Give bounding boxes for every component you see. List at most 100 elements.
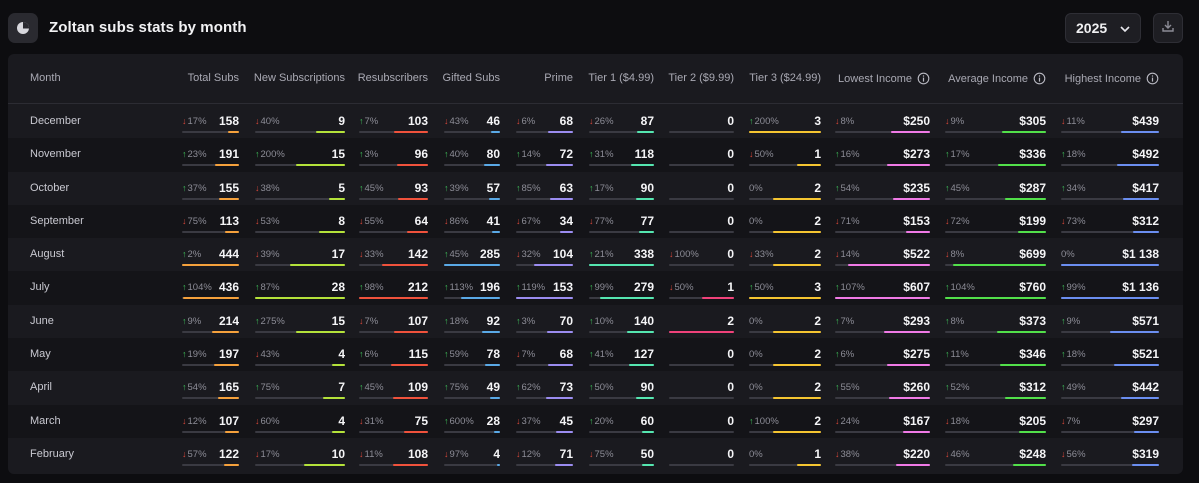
arrow-up-icon: ↑ <box>835 182 840 193</box>
cell-resubs: ↑45% 93 <box>359 172 428 205</box>
progress-bar <box>945 364 1046 367</box>
change-percent-value: 40% <box>260 116 280 127</box>
arrow-up-icon: ↑ <box>1061 282 1066 293</box>
cell-value: $250 <box>903 114 930 128</box>
cell-tier3: ↑50% 3 <box>749 271 821 304</box>
change-percent: ↑39% <box>444 183 469 194</box>
change-percent: ↓100% <box>669 249 699 260</box>
column-header-prime[interactable]: Prime <box>544 72 573 84</box>
change-percent-value: 16% <box>840 149 860 161</box>
cell-average: ↓18% $205 <box>945 405 1046 438</box>
cell-value: 108 <box>407 446 428 461</box>
change-percent-value: 7% <box>840 315 855 327</box>
column-header-tier3[interactable]: Tier 3 ($24.99) <box>749 72 821 84</box>
year-select[interactable]: 2025 <box>1065 13 1141 43</box>
progress-bar-fill <box>669 330 734 333</box>
cell-resubs: ↓33% 142 <box>359 238 428 271</box>
progress-bar-fill <box>211 330 239 333</box>
change-percent: ↓33% <box>359 249 384 260</box>
arrow-up-icon: ↑ <box>182 315 187 326</box>
cell-value: 49 <box>486 380 500 395</box>
change-percent: ↓26% <box>589 116 614 127</box>
cell-new: ↑275% 15 <box>255 305 345 338</box>
cell-tier2: 0 <box>669 405 734 438</box>
column-header-total[interactable]: Total Subs <box>188 72 239 84</box>
stats-table: Month Total Subs New Subscriptions Resubscr… <box>8 54 1183 474</box>
info-icon[interactable] <box>917 72 930 85</box>
cell-value: $293 <box>903 313 930 328</box>
cell-lowest: ↑55% $260 <box>835 371 930 404</box>
cell-value: 3 <box>814 114 821 128</box>
cell-new: ↑75% 7 <box>255 371 345 404</box>
progress-bar <box>669 164 734 167</box>
progress-bar <box>1061 330 1159 333</box>
change-percent-value: 20% <box>594 415 614 427</box>
download-button[interactable] <box>1153 13 1183 43</box>
column-header-month[interactable]: Month <box>30 72 61 84</box>
cell-gifted: ↑45% 285 <box>444 238 500 271</box>
cell-value: 77 <box>640 213 654 228</box>
change-percent-value: 7% <box>364 116 379 127</box>
change-percent-value: 119% <box>521 282 546 294</box>
progress-bar <box>749 463 821 466</box>
progress-bar <box>444 463 500 466</box>
progress-bar-fill <box>892 197 930 200</box>
progress-bar <box>945 430 1046 433</box>
cell-resubs: ↑7% 103 <box>359 105 428 138</box>
cell-value: 2 <box>814 313 821 328</box>
progress-bar-fill <box>945 297 1046 300</box>
progress-bar <box>444 430 500 433</box>
column-header-resubs[interactable]: Resubscribers <box>358 72 428 84</box>
cell-gifted: ↓43% 46 <box>444 105 500 138</box>
progress-bar-fill <box>1131 463 1159 466</box>
progress-bar-fill <box>549 197 573 200</box>
change-percent: ↓50% <box>749 149 774 160</box>
cell-new: ↓39% 17 <box>255 238 345 271</box>
change-percent: ↑31% <box>589 149 614 160</box>
cell-value: 1 <box>814 446 821 461</box>
cell-tier2: 0 <box>669 105 734 138</box>
progress-bar <box>182 264 239 267</box>
change-percent: ↓71% <box>835 216 860 227</box>
progress-bar-fill <box>1113 364 1159 367</box>
progress-bar <box>945 330 1046 333</box>
arrow-up-icon: ↑ <box>835 282 840 293</box>
column-header-tier1[interactable]: Tier 1 ($4.99) <box>588 72 654 84</box>
cell-highest: ↓56% $319 <box>1061 438 1159 471</box>
change-percent: ↓77% <box>589 216 614 227</box>
column-header-lowest[interactable]: Lowest Income <box>838 72 930 85</box>
cell-value: 122 <box>218 446 239 461</box>
change-percent: ↑23% <box>182 149 207 160</box>
info-icon[interactable] <box>1146 72 1159 85</box>
column-header-highest[interactable]: Highest Income <box>1065 72 1159 85</box>
progress-bar <box>444 330 500 333</box>
change-percent: ↑200% <box>749 116 779 127</box>
column-header-label: Tier 1 ($4.99) <box>588 72 654 84</box>
info-icon[interactable] <box>1033 72 1046 85</box>
change-percent-value: 50% <box>594 382 614 394</box>
cell-average: ↓9% $305 <box>945 105 1046 138</box>
change-percent: ↑75% <box>444 382 469 393</box>
change-percent: ↓67% <box>516 216 541 227</box>
cell-value: 64 <box>414 213 428 228</box>
column-header-tier2[interactable]: Tier 2 ($9.99) <box>668 72 734 84</box>
column-header-new[interactable]: New Subscriptions <box>254 72 345 84</box>
change-percent: ↑8% <box>945 316 964 327</box>
cell-tier3: ↑100% 2 <box>749 405 821 438</box>
cell-value: 90 <box>640 180 654 195</box>
cell-gifted: ↑18% 92 <box>444 305 500 338</box>
change-percent-value: 67% <box>521 215 541 227</box>
progress-bar <box>255 430 345 433</box>
change-percent: ↑9% <box>1061 316 1080 327</box>
month-label: February <box>30 447 75 460</box>
column-header-gifted[interactable]: Gifted Subs <box>443 72 500 84</box>
cell-value: 115 <box>408 347 428 362</box>
progress-bar-fill <box>887 164 930 167</box>
change-percent: ↑45% <box>359 382 384 393</box>
column-header-average[interactable]: Average Income <box>948 72 1046 85</box>
progress-bar-fill <box>555 463 573 466</box>
progress-bar <box>589 131 654 133</box>
cell-tier1: ↓26% 87 <box>589 105 654 138</box>
progress-bar <box>1061 297 1159 300</box>
progress-bar <box>749 397 821 400</box>
